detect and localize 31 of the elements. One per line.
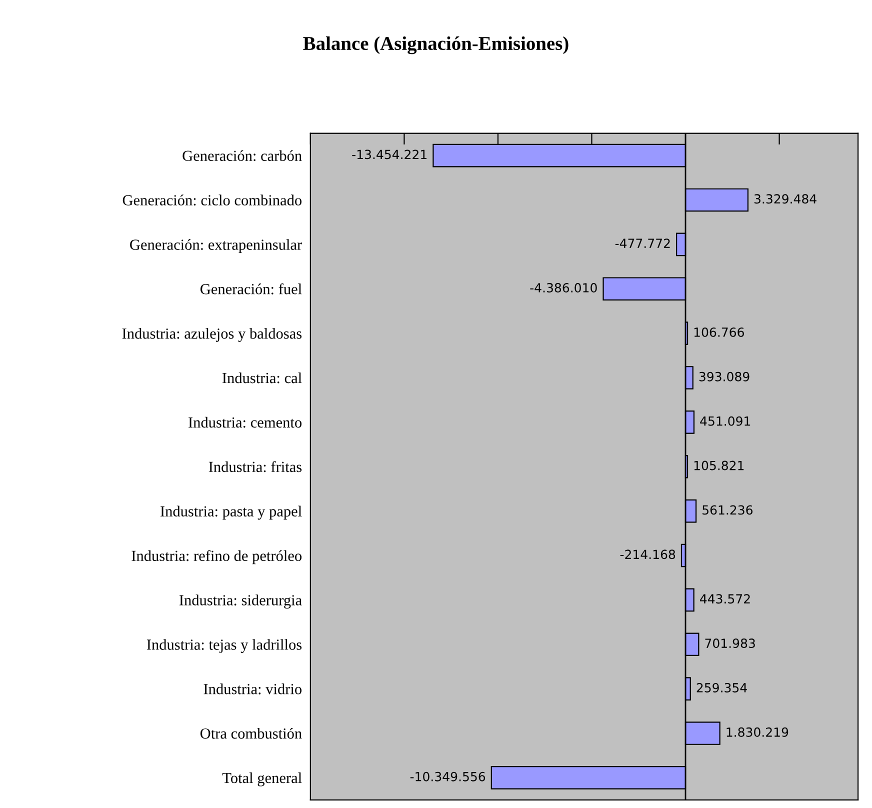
data-label: 106.766 [694, 327, 744, 337]
chart-title: Balance (Asignación-Emisiones) [303, 36, 568, 54]
data-label: 451.091 [700, 416, 750, 426]
y-tick-label: Industria: cal [222, 372, 302, 384]
y-tick-label: Industria: cemento [188, 416, 302, 428]
data-label: -477.772 [615, 238, 670, 248]
y-tick-label: Industria: tejas y ladrillos [146, 639, 302, 653]
data-label: 105.821 [694, 460, 744, 470]
y-tick-label: Industria: refino de petróleo [132, 550, 302, 564]
y-tick-label: Industria: siderurgia [179, 594, 302, 609]
y-tick-label: Otra combustión [200, 728, 302, 739]
data-label: -214.168 [620, 550, 676, 560]
y-tick-label: Industria: pasta y papel [160, 506, 302, 520]
data-label: 393.089 [699, 372, 750, 382]
data-label: -13.454.221 [352, 150, 426, 160]
y-tick-label: Industria: vidrio [204, 684, 302, 694]
y-tick-label: Total general [222, 772, 302, 786]
data-label: 259.354 [696, 682, 747, 692]
y-tick-label: Generación: fuel [200, 283, 302, 294]
y-tick-label: Generación: carbón [182, 150, 302, 162]
y-tick-label: Generación: ciclo combinado [122, 194, 302, 206]
y-tick-label: Industria: azulejos y baldosas [122, 328, 302, 342]
y-tick-label: Industria: fritas [208, 461, 302, 472]
data-label: -4.386.010 [530, 283, 597, 292]
data-label: 3.329.484 [754, 194, 816, 204]
data-label: 561.236 [702, 505, 752, 515]
data-label: 701.983 [705, 638, 755, 648]
data-label: -10.349.556 [410, 772, 486, 782]
data-label: 443.572 [700, 594, 750, 604]
y-tick-label: Generación: extrapeninsular [130, 239, 302, 253]
data-label: 1.830.219 [726, 727, 788, 737]
